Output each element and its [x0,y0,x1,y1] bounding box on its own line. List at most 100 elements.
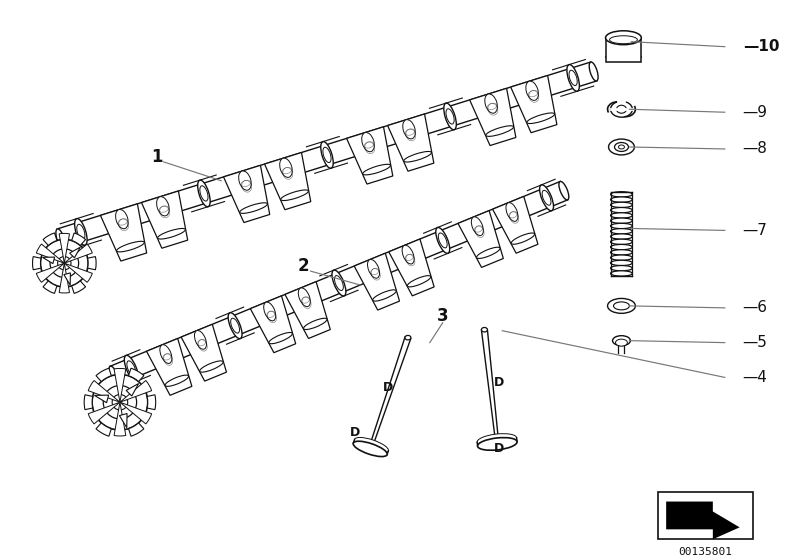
Ellipse shape [403,120,415,139]
Ellipse shape [485,94,498,113]
Wedge shape [96,368,111,382]
Polygon shape [141,191,188,248]
Ellipse shape [157,197,169,216]
Ellipse shape [77,224,85,240]
Polygon shape [101,204,147,261]
Ellipse shape [239,171,251,190]
Ellipse shape [332,270,346,296]
Ellipse shape [264,302,276,321]
Wedge shape [36,244,64,263]
Ellipse shape [197,180,210,207]
Ellipse shape [280,190,308,201]
Wedge shape [88,402,120,424]
Ellipse shape [403,151,431,162]
Wedge shape [147,395,156,410]
Ellipse shape [606,31,642,45]
Ellipse shape [362,132,374,151]
Ellipse shape [614,302,630,310]
Text: —8: —8 [742,141,768,157]
Ellipse shape [125,356,138,381]
Polygon shape [224,165,270,222]
Ellipse shape [610,218,632,224]
Ellipse shape [614,143,629,151]
Text: —4: —4 [742,370,768,385]
Ellipse shape [610,229,632,234]
Ellipse shape [610,255,632,260]
Ellipse shape [335,276,344,291]
Polygon shape [119,414,127,428]
Ellipse shape [610,207,632,213]
Polygon shape [389,239,434,296]
Polygon shape [94,395,109,402]
Ellipse shape [478,438,517,450]
Polygon shape [458,211,503,267]
Ellipse shape [304,318,327,329]
Ellipse shape [477,434,517,446]
Wedge shape [129,423,144,436]
Wedge shape [88,381,120,402]
Ellipse shape [231,318,240,333]
Wedge shape [129,368,144,382]
Text: —7: —7 [742,223,768,238]
Ellipse shape [527,113,555,124]
Ellipse shape [589,62,598,81]
Ellipse shape [610,202,632,207]
Ellipse shape [610,260,632,266]
Ellipse shape [353,441,388,457]
Text: —9: —9 [742,105,768,120]
Ellipse shape [486,126,514,136]
Wedge shape [59,263,70,293]
Ellipse shape [109,366,119,385]
Ellipse shape [323,147,331,163]
Ellipse shape [117,241,145,252]
Ellipse shape [569,70,577,86]
Ellipse shape [610,213,632,218]
Text: —10: —10 [742,39,779,54]
Polygon shape [264,153,311,210]
Ellipse shape [439,233,447,248]
Wedge shape [72,233,85,245]
Wedge shape [72,281,85,293]
Ellipse shape [402,245,414,264]
Ellipse shape [446,109,454,124]
Ellipse shape [320,141,333,168]
Ellipse shape [363,164,391,175]
Text: —6: —6 [742,300,768,315]
Polygon shape [388,114,434,171]
Wedge shape [64,263,93,282]
Wedge shape [84,395,93,410]
Wedge shape [96,423,111,436]
Polygon shape [250,296,296,353]
Text: 2: 2 [298,257,309,275]
Ellipse shape [615,339,627,346]
Circle shape [103,386,137,419]
Ellipse shape [116,210,128,229]
Text: D: D [350,425,360,438]
Polygon shape [64,273,70,285]
Polygon shape [354,253,400,310]
Ellipse shape [539,185,554,211]
Text: 1: 1 [151,148,162,166]
Polygon shape [470,88,516,145]
Ellipse shape [160,345,172,363]
Ellipse shape [368,259,380,278]
Ellipse shape [610,244,632,250]
Wedge shape [120,381,152,402]
Wedge shape [88,257,96,270]
Ellipse shape [476,247,500,258]
Ellipse shape [610,224,632,229]
Ellipse shape [443,103,456,130]
Ellipse shape [526,81,539,101]
Ellipse shape [56,229,65,248]
Ellipse shape [610,266,632,271]
Ellipse shape [613,335,630,345]
Bar [658,491,753,539]
Wedge shape [33,257,41,270]
Polygon shape [511,75,557,132]
Ellipse shape [610,250,632,255]
Circle shape [58,257,71,270]
Ellipse shape [610,101,632,117]
Polygon shape [70,247,81,258]
Ellipse shape [610,271,632,276]
Circle shape [50,249,78,277]
